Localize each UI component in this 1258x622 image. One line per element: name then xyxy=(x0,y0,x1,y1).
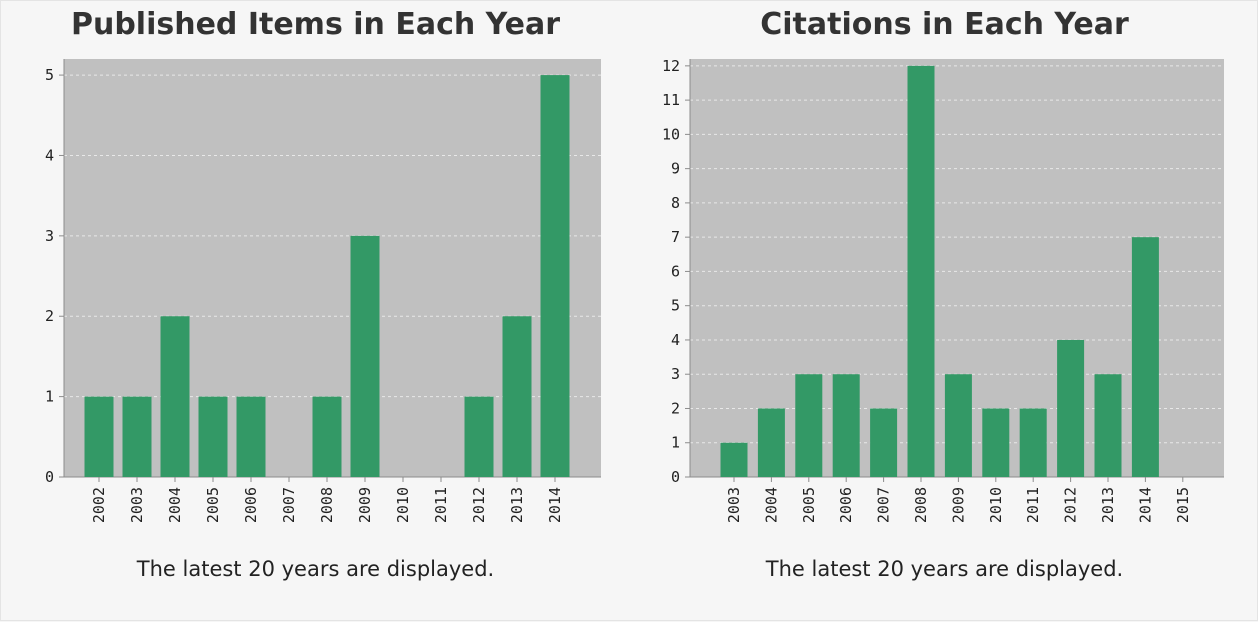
bar xyxy=(502,316,532,477)
x-tick-label: 2010 xyxy=(987,487,1005,523)
x-tick-label: 2010 xyxy=(394,487,412,523)
bar xyxy=(198,396,228,477)
bar xyxy=(350,235,380,477)
x-tick-label: 2013 xyxy=(1099,487,1117,523)
y-tick-label: 2 xyxy=(671,399,680,417)
y-tick-label: 3 xyxy=(671,365,680,383)
chart-title: Citations in Each Year xyxy=(760,7,1129,42)
bar xyxy=(1057,339,1085,477)
x-tick-label: 2007 xyxy=(875,487,893,523)
bar xyxy=(122,396,152,477)
bar xyxy=(160,316,190,477)
bar xyxy=(757,408,785,477)
x-tick-label: 2008 xyxy=(318,487,336,523)
y-tick-label: 0 xyxy=(45,468,54,486)
x-tick-label: 2004 xyxy=(762,487,780,523)
bar xyxy=(1019,408,1047,477)
y-tick-label: 6 xyxy=(671,262,680,280)
citations-panel: Citations in Each Year 0 1 2 3 4 5 6 7 8 9 10 11 12 2… xyxy=(630,1,1258,622)
bar xyxy=(464,396,494,477)
x-tick-label: 2011 xyxy=(1024,487,1042,523)
y-tick-label: 8 xyxy=(671,194,680,212)
y-tick-label: 3 xyxy=(45,227,54,245)
bar xyxy=(1131,237,1159,477)
chart-note: The latest 20 years are displayed. xyxy=(765,557,1124,581)
x-tick-label: 2006 xyxy=(242,487,260,523)
x-tick-label: 2009 xyxy=(949,487,967,523)
x-tick-label: 2014 xyxy=(1136,487,1154,523)
chart-title: Published Items in Each Year xyxy=(70,7,561,42)
y-tick-label: 7 xyxy=(671,228,680,246)
bar xyxy=(944,374,972,477)
bar xyxy=(540,75,570,478)
x-tick-label: 2005 xyxy=(800,487,818,523)
y-tick-label: 11 xyxy=(662,91,680,109)
x-tick-label: 2015 xyxy=(1174,487,1192,523)
x-tick-label: 2009 xyxy=(356,487,374,523)
bar xyxy=(982,408,1010,477)
y-tick-label: 5 xyxy=(45,66,54,84)
y-tick-label: 4 xyxy=(45,146,54,164)
published-items-chart: 0 1 2 3 4 5 2002 2003 2004 2005 2006 2007 2008 2009 20… xyxy=(45,59,601,523)
bar xyxy=(1094,374,1122,477)
x-tick-label: 2012 xyxy=(470,487,488,523)
x-tick-label: 2003 xyxy=(128,487,146,523)
bar xyxy=(84,396,114,477)
x-tick-label: 2003 xyxy=(725,487,743,523)
bar xyxy=(720,442,748,477)
y-tick-label: 1 xyxy=(671,434,680,452)
y-tick-label: 1 xyxy=(45,388,54,406)
x-tick-label: 2012 xyxy=(1062,487,1080,523)
x-tick-label: 2014 xyxy=(546,487,564,523)
y-tick-label: 12 xyxy=(662,57,680,75)
y-tick-label: 9 xyxy=(671,160,680,178)
bar xyxy=(795,374,823,477)
y-tick-label: 10 xyxy=(662,125,680,143)
x-tick-label: 2005 xyxy=(204,487,222,523)
x-tick-label: 2013 xyxy=(508,487,526,523)
bar xyxy=(907,65,935,477)
chart-note: The latest 20 years are displayed. xyxy=(136,557,495,581)
x-tick-label: 2002 xyxy=(90,487,108,523)
x-tick-label: 2011 xyxy=(432,487,450,523)
y-tick-label: 0 xyxy=(671,468,680,486)
published-items-panel: Published Items in Each Year 0 1 2 3 4 5 2002 2… xyxy=(1,1,630,622)
x-tick-label: 2004 xyxy=(166,487,184,523)
x-tick-label: 2006 xyxy=(837,487,855,523)
bar xyxy=(870,408,898,477)
bar xyxy=(312,396,342,477)
x-tick-label: 2007 xyxy=(280,487,298,523)
y-tick-label: 5 xyxy=(671,297,680,315)
y-tick-label: 2 xyxy=(45,307,54,325)
bar xyxy=(236,396,266,477)
x-tick-label: 2008 xyxy=(912,487,930,523)
y-tick-label: 4 xyxy=(671,331,680,349)
bar xyxy=(832,374,860,477)
